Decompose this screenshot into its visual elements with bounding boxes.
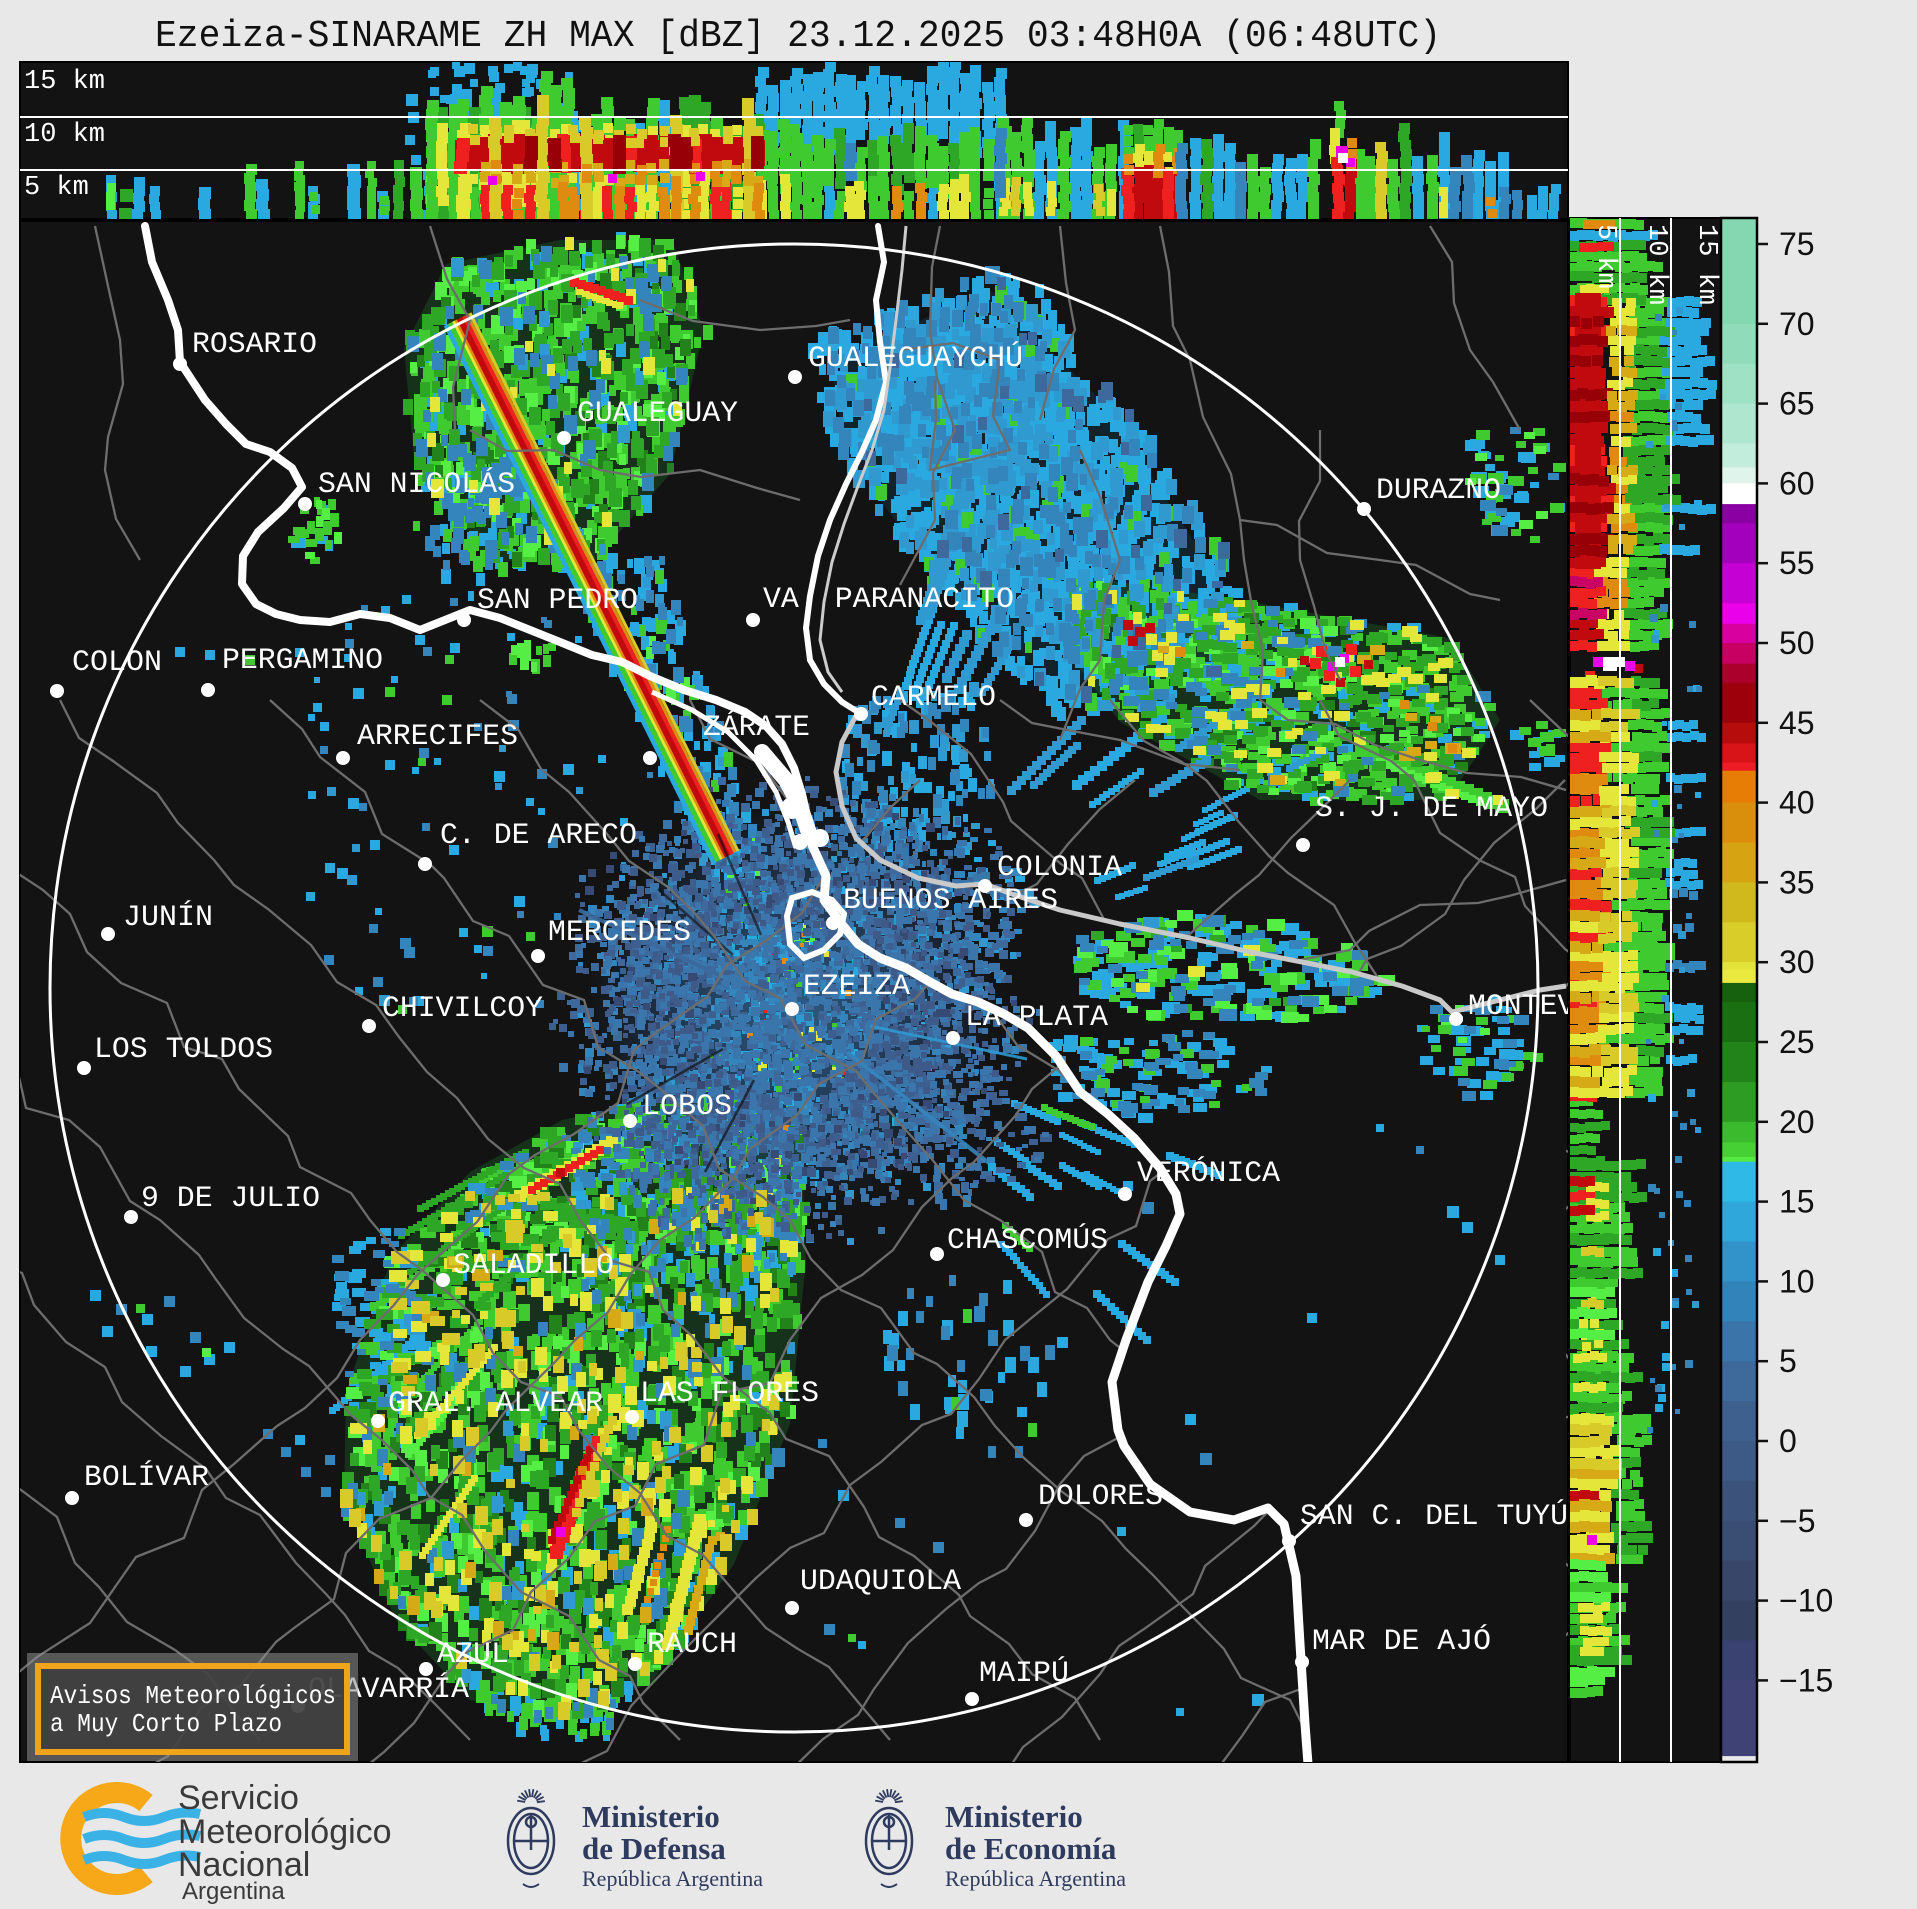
svg-text:ROSARIO: ROSARIO [192,328,317,362]
svg-text:Argentina: Argentina [182,1878,285,1905]
svg-text:LAS FLORES: LAS FLORES [640,1377,819,1411]
svg-text:ZÁRATE: ZÁRATE [703,710,810,745]
svg-text:RAUCH: RAUCH [647,1628,737,1662]
svg-text:−5: −5 [1779,1503,1815,1539]
svg-text:a Muy Corto Plazo: a Muy Corto Plazo [50,1709,282,1739]
svg-text:DURAZNO: DURAZNO [1376,474,1501,508]
svg-text:75: 75 [1779,226,1815,262]
svg-text:Avisos Meteorológicos: Avisos Meteorológicos [50,1681,336,1711]
svg-text:BUENOS AIRES: BUENOS AIRES [843,884,1058,918]
svg-text:UDAQUIOLA: UDAQUIOLA [800,1565,961,1599]
svg-text:10 km: 10 km [1641,224,1671,305]
svg-text:GUALEGUAYCHÚ: GUALEGUAYCHÚ [808,341,1023,376]
svg-text:15: 15 [1779,1184,1815,1220]
svg-text:MAIPÚ: MAIPÚ [979,1656,1069,1691]
svg-text:CHIVILCOY: CHIVILCOY [382,992,543,1026]
svg-text:SALADILLO: SALADILLO [453,1249,614,1283]
svg-text:65: 65 [1779,386,1815,422]
svg-text:CARMELO: CARMELO [871,681,996,715]
svg-text:Meteorológico: Meteorológico [178,1813,392,1851]
svg-text:5 km: 5 km [24,173,89,203]
svg-text:30: 30 [1779,944,1815,980]
svg-text:20: 20 [1779,1104,1815,1140]
svg-text:Servicio: Servicio [178,1779,299,1817]
svg-text:S. J. DE MAYO: S. J. DE MAYO [1315,792,1548,826]
svg-text:EZEIZA: EZEIZA [803,970,910,1004]
svg-text:MONTEVIDEO: MONTEVIDEO [1468,990,1647,1024]
svg-text:SAN NICOLÁS: SAN NICOLÁS [318,467,515,502]
svg-text:50: 50 [1779,625,1815,661]
svg-text:República Argentina: República Argentina [582,1866,763,1891]
svg-text:−10: −10 [1779,1583,1833,1619]
svg-text:15 km: 15 km [1691,224,1721,305]
svg-text:PERGAMINO: PERGAMINO [222,644,383,678]
svg-text:GRAL. ALVEAR: GRAL. ALVEAR [388,1387,603,1421]
svg-text:DOLORES: DOLORES [1038,1480,1163,1514]
svg-text:40: 40 [1779,785,1815,821]
svg-text:de Defensa: de Defensa [582,1831,726,1866]
svg-text:JUNÍN: JUNÍN [123,900,213,935]
svg-text:SAN PEDRO: SAN PEDRO [477,584,638,618]
svg-text:LOS TOLDOS: LOS TOLDOS [94,1033,273,1067]
svg-text:15 km: 15 km [24,67,105,97]
svg-text:VERÓNICA: VERÓNICA [1137,1156,1280,1191]
svg-text:45: 45 [1779,705,1815,741]
svg-text:10: 10 [1779,1263,1815,1299]
svg-text:GUALEGUAY: GUALEGUAY [577,397,738,431]
svg-text:70: 70 [1779,306,1815,342]
svg-text:Ministerio: Ministerio [945,1799,1083,1834]
svg-text:ARRECIFES: ARRECIFES [357,720,518,754]
svg-text:MAR DE AJÓ: MAR DE AJÓ [1312,1624,1491,1659]
svg-text:55: 55 [1779,545,1815,581]
svg-text:República Argentina: República Argentina [945,1866,1126,1891]
svg-text:5: 5 [1779,1343,1797,1379]
svg-text:LA PLATA: LA PLATA [965,1001,1108,1035]
svg-text:−15: −15 [1779,1662,1833,1698]
svg-text:5 km: 5 km [1590,224,1620,289]
svg-text:COLON: COLON [72,646,162,680]
svg-text:60: 60 [1779,465,1815,501]
svg-text:AZUL: AZUL [437,1638,509,1672]
svg-text:Nacional: Nacional [178,1846,310,1884]
svg-text:BOLÍVAR: BOLÍVAR [84,1460,209,1495]
svg-text:LOBOS: LOBOS [642,1090,732,1124]
svg-text:0: 0 [1779,1423,1797,1459]
svg-text:Ministerio: Ministerio [582,1799,720,1834]
svg-text:de Economía: de Economía [945,1831,1117,1866]
svg-text:MERCEDES: MERCEDES [548,916,691,950]
svg-text:Ezeiza-SINARAME ZH MAX [dBZ] 2: Ezeiza-SINARAME ZH MAX [dBZ] 23.12.2025 … [155,15,1441,58]
svg-text:COLONIA: COLONIA [997,851,1122,885]
svg-text:CHASCOMÚS: CHASCOMÚS [947,1223,1108,1258]
svg-text:9 DE JULIO: 9 DE JULIO [141,1182,320,1216]
svg-text:C. DE ARECO: C. DE ARECO [440,819,637,853]
svg-text:SAN C. DEL TUYÚ: SAN C. DEL TUYÚ [1300,1499,1568,1534]
svg-text:10 km: 10 km [24,120,105,150]
svg-text:25: 25 [1779,1024,1815,1060]
svg-text:35: 35 [1779,864,1815,900]
svg-text:VA. PARANACITO: VA. PARANACITO [763,583,1014,617]
